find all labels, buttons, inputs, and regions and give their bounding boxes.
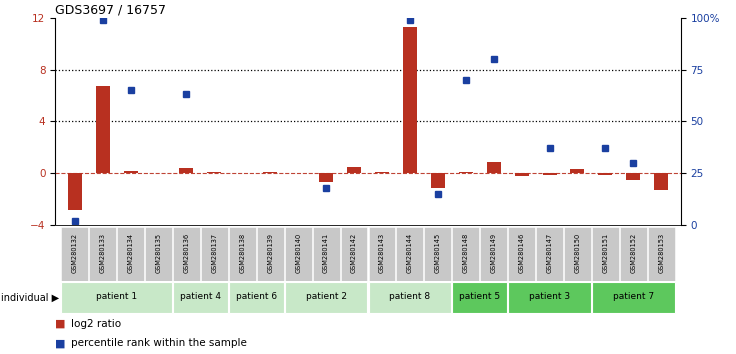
Bar (592, 282, 675, 313)
Text: GSM280144: GSM280144 (407, 233, 413, 273)
Text: GSM280151: GSM280151 (602, 233, 609, 273)
Text: GSM280153: GSM280153 (658, 233, 665, 273)
Bar (319, 173, 333, 182)
Bar (68, 173, 82, 210)
Bar (620, 227, 647, 281)
Text: GSM280148: GSM280148 (463, 233, 469, 273)
Text: GSM280133: GSM280133 (99, 233, 106, 273)
Bar (369, 227, 395, 281)
Text: GDS3697 / 16757: GDS3697 / 16757 (55, 4, 166, 17)
Text: GSM280142: GSM280142 (351, 233, 357, 273)
Bar (592, 227, 619, 281)
Bar (201, 227, 228, 281)
Text: GSM280143: GSM280143 (379, 233, 385, 273)
Bar (208, 172, 222, 173)
Bar (257, 227, 283, 281)
Bar (486, 161, 500, 173)
Bar (453, 282, 507, 313)
Bar (648, 227, 675, 281)
Bar (514, 173, 528, 177)
Text: GSM280132: GSM280132 (71, 233, 78, 273)
Bar (481, 227, 507, 281)
Text: GSM280135: GSM280135 (155, 233, 161, 273)
Bar (285, 227, 311, 281)
Text: GSM280146: GSM280146 (519, 233, 525, 273)
Bar (508, 227, 535, 281)
Text: patient 2: patient 2 (305, 292, 347, 301)
Text: patient 3: patient 3 (529, 292, 570, 301)
Bar (403, 27, 417, 173)
Bar (173, 282, 228, 313)
Bar (341, 227, 367, 281)
Bar (263, 172, 277, 173)
Bar (61, 282, 172, 313)
Text: GSM280147: GSM280147 (547, 233, 553, 273)
Bar (431, 173, 445, 188)
Text: ■: ■ (55, 319, 66, 329)
Text: GSM280149: GSM280149 (491, 233, 497, 273)
Text: patient 5: patient 5 (459, 292, 500, 301)
Text: log2 ratio: log2 ratio (71, 319, 121, 329)
Text: GSM280152: GSM280152 (630, 233, 637, 273)
Bar (61, 227, 88, 281)
Bar (542, 173, 556, 175)
Bar (313, 227, 339, 281)
Text: GSM280141: GSM280141 (323, 233, 329, 273)
Bar (375, 172, 389, 173)
Bar (347, 167, 361, 173)
Text: GSM280139: GSM280139 (267, 233, 273, 273)
Bar (536, 227, 563, 281)
Bar (124, 171, 138, 173)
Bar (117, 227, 144, 281)
Text: GSM280150: GSM280150 (575, 233, 581, 273)
Bar (180, 168, 194, 173)
Bar (145, 227, 172, 281)
Bar (89, 227, 116, 281)
Text: ■: ■ (55, 338, 66, 348)
Text: GSM280134: GSM280134 (127, 233, 134, 273)
Text: GSM280145: GSM280145 (435, 233, 441, 273)
Bar (453, 227, 479, 281)
Bar (397, 227, 423, 281)
Text: GSM280136: GSM280136 (183, 233, 189, 273)
Bar (285, 282, 367, 313)
Text: GSM280138: GSM280138 (239, 233, 245, 273)
Bar (96, 86, 110, 173)
Bar (626, 173, 640, 180)
Text: patient 4: patient 4 (180, 292, 221, 301)
Text: GSM280140: GSM280140 (295, 233, 301, 273)
Text: patient 6: patient 6 (236, 292, 277, 301)
Bar (369, 282, 451, 313)
Bar (570, 169, 584, 173)
Bar (425, 227, 451, 281)
Text: patient 7: patient 7 (613, 292, 654, 301)
Text: patient 8: patient 8 (389, 292, 431, 301)
Text: patient 1: patient 1 (96, 292, 137, 301)
Bar (459, 172, 473, 173)
Text: percentile rank within the sample: percentile rank within the sample (71, 338, 247, 348)
Bar (654, 173, 668, 190)
Bar (173, 227, 200, 281)
Bar (229, 282, 283, 313)
Bar (564, 227, 591, 281)
Text: GSM280137: GSM280137 (211, 233, 217, 273)
Text: individual ▶: individual ▶ (1, 292, 59, 303)
Bar (598, 173, 612, 175)
Bar (508, 282, 591, 313)
Bar (229, 227, 255, 281)
